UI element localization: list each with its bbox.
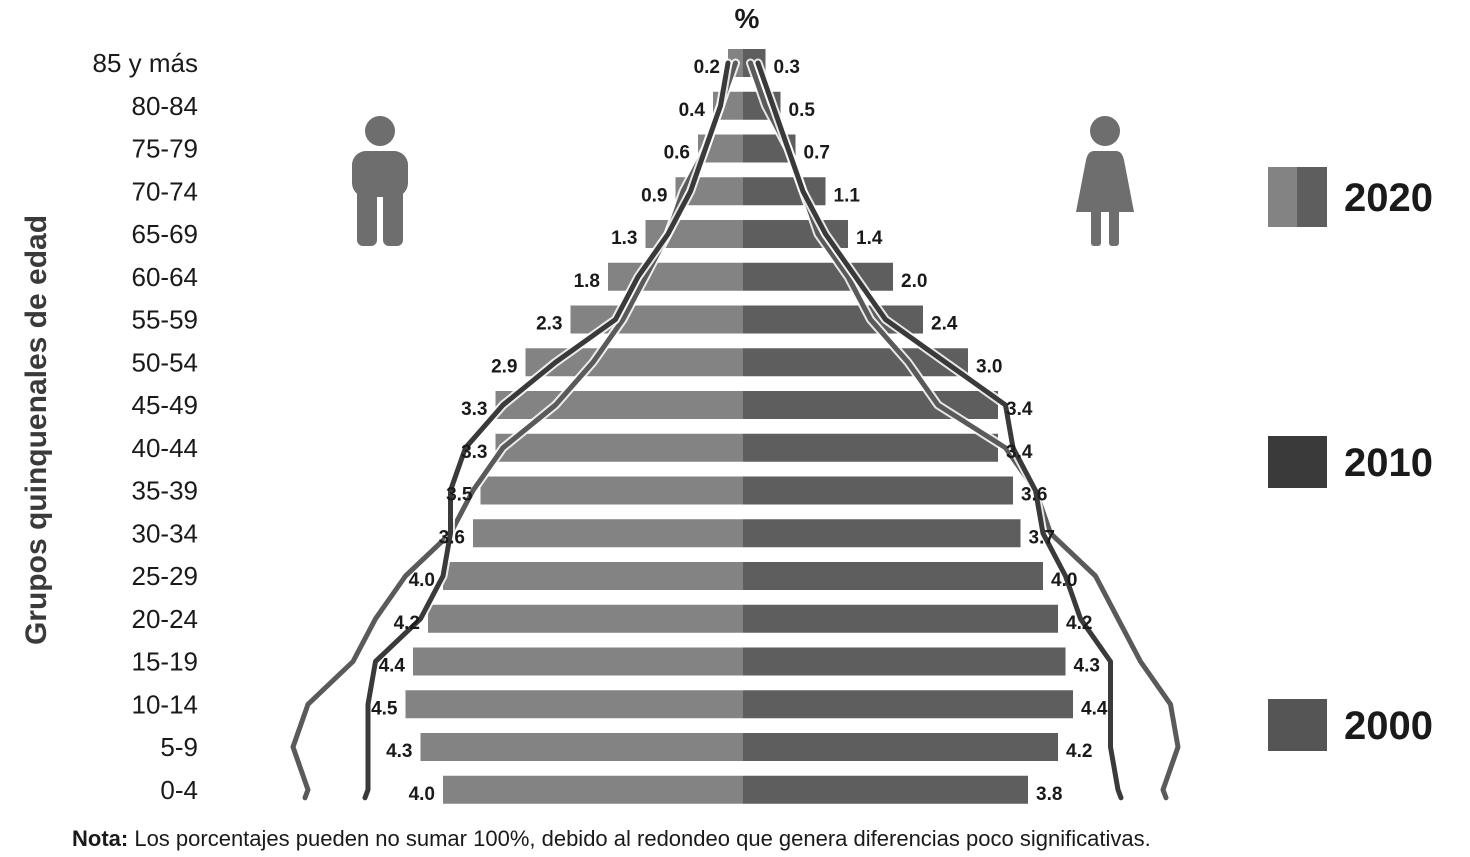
value-label-women: 4.2 <box>1066 613 1092 634</box>
bar-women-2020 <box>743 604 1058 633</box>
value-label-women: 3.8 <box>1036 784 1062 805</box>
bar-women-2020 <box>743 433 998 462</box>
value-label-women: 0.7 <box>804 143 830 164</box>
value-label-women: 4.3 <box>1074 656 1100 677</box>
value-label-men: 0.4 <box>679 100 706 121</box>
age-group-label: 5-9 <box>160 732 198 762</box>
value-label-men: 4.3 <box>386 741 412 762</box>
bar-men-2020 <box>443 562 743 590</box>
value-label-women: 3.6 <box>1021 485 1047 506</box>
age-group-label: 20-24 <box>132 604 199 634</box>
age-group-label: 80-84 <box>132 91 199 121</box>
line-2010-men-halo <box>360 58 733 803</box>
bar-men-2020 <box>405 690 743 719</box>
bar-men-2020 <box>495 433 743 462</box>
line-2010-men <box>362 60 731 801</box>
age-group-label: 50-54 <box>132 347 199 377</box>
value-label-men: 4.0 <box>409 570 435 591</box>
value-label-men: 1.3 <box>611 228 637 249</box>
value-label-men: 1.8 <box>574 271 600 292</box>
age-group-label: 15-19 <box>132 647 199 677</box>
legend-swatch-women <box>1297 167 1327 227</box>
bar-men-2020 <box>413 647 743 676</box>
age-group-label: 55-59 <box>132 305 199 335</box>
value-label-men: 4.0 <box>409 784 435 805</box>
value-label-women: 3.4 <box>1006 442 1033 463</box>
bar-men-2020 <box>428 604 743 633</box>
bar-women-2020 <box>743 733 1058 761</box>
value-label-women: 1.4 <box>856 228 883 249</box>
age-group-label: 0-4 <box>160 775 198 805</box>
value-label-men: 4.4 <box>379 656 406 677</box>
value-label-men: 3.5 <box>446 485 473 506</box>
legend-swatch <box>1268 436 1327 488</box>
value-label-women: 4.2 <box>1066 741 1092 762</box>
bar-men-2020 <box>480 476 743 505</box>
value-label-women: 3.7 <box>1029 527 1055 548</box>
legend-label: 2020 <box>1344 176 1433 220</box>
legend: 2020 2010 2000 <box>1268 167 1433 751</box>
note: Nota: Los porcentajes pueden no sumar 10… <box>72 826 1151 852</box>
unit-label: % <box>735 3 760 34</box>
value-label-women: 3.4 <box>1006 399 1033 420</box>
value-label-men: 2.9 <box>491 356 517 377</box>
age-group-label: 25-29 <box>132 561 199 591</box>
value-label-women: 1.1 <box>834 185 861 206</box>
line-2010-women-halo <box>753 58 1126 803</box>
value-label-women: 4.4 <box>1081 698 1108 719</box>
y-axis-label: Grupos quinquenales de edad <box>20 215 53 645</box>
bar-men-2020 <box>420 733 743 761</box>
note-prefix: Nota: <box>72 826 129 851</box>
value-label-men: 0.9 <box>641 185 667 206</box>
line-2000-men <box>290 60 738 801</box>
value-label-women: 4.0 <box>1051 570 1077 591</box>
note-text: Los porcentajes pueden no sumar 100%, de… <box>128 826 1151 851</box>
value-label-men: 3.6 <box>439 527 465 548</box>
value-label-men: 4.5 <box>371 698 398 719</box>
legend-label: 2000 <box>1344 704 1433 748</box>
bar-women-2020 <box>743 262 893 291</box>
bar-women-2020 <box>743 476 1013 505</box>
value-label-men: 2.3 <box>536 314 562 335</box>
value-label-women: 2.0 <box>901 271 927 292</box>
age-group-label: 85 y más <box>93 48 199 78</box>
value-label-women: 0.3 <box>774 57 800 78</box>
value-label-men: 0.6 <box>664 143 690 164</box>
age-group-label: 70-74 <box>132 176 199 206</box>
bar-women-2020 <box>743 690 1073 719</box>
bar-women-2020 <box>743 519 1021 548</box>
value-label-women: 0.5 <box>789 100 816 121</box>
legend-swatch <box>1268 699 1327 751</box>
woman-icon <box>1076 116 1134 246</box>
age-group-label: 60-64 <box>132 262 199 292</box>
value-label-men: 3.3 <box>461 399 487 420</box>
legend-swatch-men <box>1268 167 1298 227</box>
value-label-women: 2.4 <box>931 314 958 335</box>
age-group-label: 65-69 <box>132 219 199 249</box>
line-2010-women <box>755 60 1124 801</box>
bar-men-2020 <box>443 775 743 804</box>
age-group-label: 30-34 <box>132 518 199 548</box>
bar-women-2020 <box>743 562 1043 590</box>
age-group-label: 10-14 <box>132 689 199 719</box>
lines-group <box>288 58 1183 803</box>
age-group-label: 40-44 <box>132 433 199 463</box>
value-label-men: 4.2 <box>394 613 420 634</box>
legend-label: 2010 <box>1344 441 1433 485</box>
bar-women-2020 <box>743 647 1066 676</box>
value-label-women: 3.0 <box>976 356 1002 377</box>
value-label-men: 0.2 <box>694 57 720 78</box>
age-group-label: 45-49 <box>132 390 199 420</box>
bar-women-2020 <box>743 775 1028 804</box>
bar-men-2020 <box>495 391 743 419</box>
age-group-label: 35-39 <box>132 476 199 506</box>
bar-men-2020 <box>473 519 743 548</box>
value-label-men: 3.3 <box>461 442 487 463</box>
age-group-label: 75-79 <box>132 134 199 164</box>
labels-group: 85 y más 0.2 0.3 80-84 0.4 0.5 75-79 0.6 0.7 70-7… <box>93 48 1108 805</box>
man-icon <box>352 116 408 246</box>
